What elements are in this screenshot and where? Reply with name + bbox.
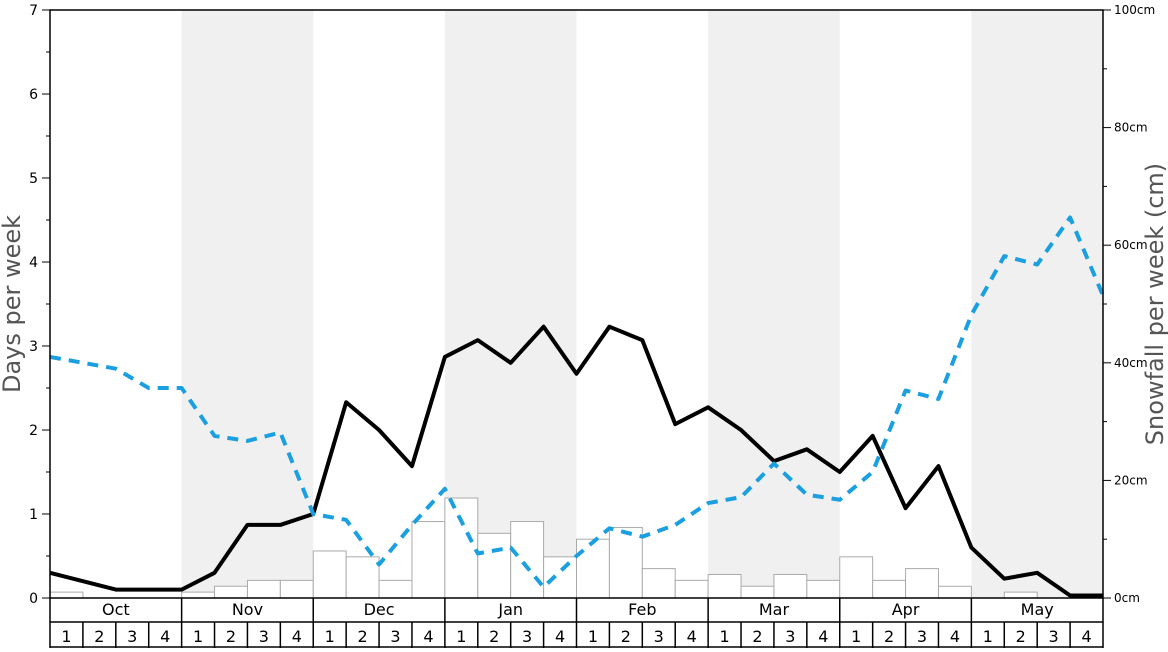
snowfall-bar: [674, 579, 709, 599]
week-label: 3: [785, 627, 795, 646]
week-label: 3: [259, 627, 269, 646]
week-label: 3: [1049, 627, 1059, 646]
snowfall-bar: [411, 521, 446, 599]
snowfall-bar: [49, 591, 84, 599]
lines-layer: [49, 215, 1105, 598]
left-tick-label: 3: [29, 339, 38, 355]
week-label: 1: [851, 627, 861, 646]
week-label: 3: [654, 627, 664, 646]
dashed-line-series: [49, 215, 1105, 590]
month-label-mar: Mar: [759, 600, 790, 619]
axes-layer: 0 1 2 3 4 5 6 7 0cm 20cm 40cm 60cm 80cm 100cm: [29, 3, 1155, 607]
week-label: 4: [292, 627, 302, 646]
month-label-dec: Dec: [364, 600, 395, 619]
snowfall-bar: [707, 573, 742, 599]
month-shade-nov: [181, 10, 314, 598]
week-label: 1: [61, 627, 71, 646]
right-tick-label: 100cm: [1114, 3, 1155, 17]
right-tick-label: 0cm: [1114, 591, 1140, 605]
snowfall-bar: [214, 585, 248, 599]
snowfall-bar: [543, 556, 577, 599]
week-label: 2: [621, 627, 631, 646]
week-label: 2: [884, 627, 894, 646]
right-tick-label: 40cm: [1114, 356, 1148, 370]
left-tick-label: 0: [29, 591, 38, 607]
snowfall-bar: [608, 526, 643, 599]
left-tick-label: 1: [29, 507, 38, 523]
week-label: 3: [390, 627, 400, 646]
week-label: 3: [127, 627, 137, 646]
snowfall-bars-layer: [49, 497, 1038, 599]
week-label: 2: [489, 627, 499, 646]
right-tick-label: 20cm: [1114, 473, 1148, 487]
snowfall-bar: [345, 556, 380, 599]
week-label: 2: [1016, 627, 1026, 646]
month-label-nov: Nov: [232, 600, 263, 619]
week-label: 1: [456, 627, 466, 646]
snowfall-bar: [510, 521, 545, 599]
week-label: 2: [358, 627, 368, 646]
snowfall-bar: [477, 532, 512, 599]
week-label: 4: [818, 627, 828, 646]
month-label-feb: Feb: [628, 600, 656, 619]
left-tick-label: 5: [29, 171, 38, 187]
snowfall-bar: [806, 579, 841, 599]
week-label: 1: [983, 627, 993, 646]
week-label: 4: [687, 627, 697, 646]
snowfall-bar: [839, 556, 874, 599]
week-label: 3: [917, 627, 927, 646]
week-label: 4: [1081, 627, 1091, 646]
snowfall-bar: [872, 579, 907, 599]
week-label: 4: [555, 627, 565, 646]
month-shading-layer: [181, 10, 1103, 598]
left-tick-label: 6: [29, 87, 38, 103]
snowfall-bar: [279, 579, 314, 599]
month-label-apr: Apr: [892, 600, 920, 619]
week-label: 2: [752, 627, 762, 646]
week-label: 1: [588, 627, 598, 646]
snowfall-bar: [444, 497, 479, 599]
snowfall-bar: [1003, 591, 1038, 599]
snowfall-bar: [740, 585, 775, 599]
snowfall-bar: [905, 568, 939, 599]
snowfall-bar: [312, 550, 347, 599]
week-label: 1: [325, 627, 335, 646]
left-axis-title: Days per week: [0, 215, 26, 393]
right-tick-label: 60cm: [1114, 238, 1148, 252]
week-label: 3: [522, 627, 532, 646]
left-tick-label: 2: [29, 423, 38, 439]
month-shade-mar: [708, 10, 840, 598]
week-label: 1: [719, 627, 729, 646]
month-shade-may: [971, 10, 1103, 598]
week-label: 1: [193, 627, 203, 646]
right-axis-title: Snowfall per week (cm): [1141, 163, 1168, 445]
month-label-jan: Jan: [497, 600, 523, 619]
solid-line-series: [49, 324, 1103, 598]
left-tick-label: 7: [29, 3, 38, 19]
week-label: 2: [226, 627, 236, 646]
snowfall-bar: [378, 579, 413, 599]
week-label: 4: [950, 627, 960, 646]
snowfall-bar: [641, 568, 676, 599]
snowfall-bar: [181, 591, 216, 599]
snowfall-bar: [576, 538, 610, 599]
month-label-oct: Oct: [102, 600, 130, 619]
snowfall-bar: [937, 585, 972, 599]
week-label: 2: [94, 627, 104, 646]
left-tick-label: 4: [29, 255, 38, 271]
month-label-may: May: [1021, 600, 1054, 619]
snowfall-bar: [773, 573, 808, 599]
right-tick-label: 80cm: [1114, 121, 1148, 135]
week-label: 4: [423, 627, 433, 646]
snowfall-bar: [246, 579, 281, 599]
x-axis-table: Oct Nov Dec Jan Feb Mar Apr May 1 2 3 4 1 2 3 4 1 2 3 4 1 2 3 4…: [49, 598, 1104, 648]
week-label: 4: [160, 627, 170, 646]
